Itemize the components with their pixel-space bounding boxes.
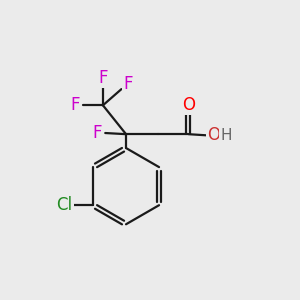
Text: O: O bbox=[207, 126, 220, 144]
Text: O: O bbox=[182, 96, 195, 114]
Text: Cl: Cl bbox=[56, 196, 72, 214]
Text: F: F bbox=[98, 69, 108, 87]
Text: F: F bbox=[92, 124, 102, 142]
Text: F: F bbox=[123, 75, 132, 93]
Text: H: H bbox=[220, 128, 232, 143]
Text: F: F bbox=[70, 96, 80, 114]
